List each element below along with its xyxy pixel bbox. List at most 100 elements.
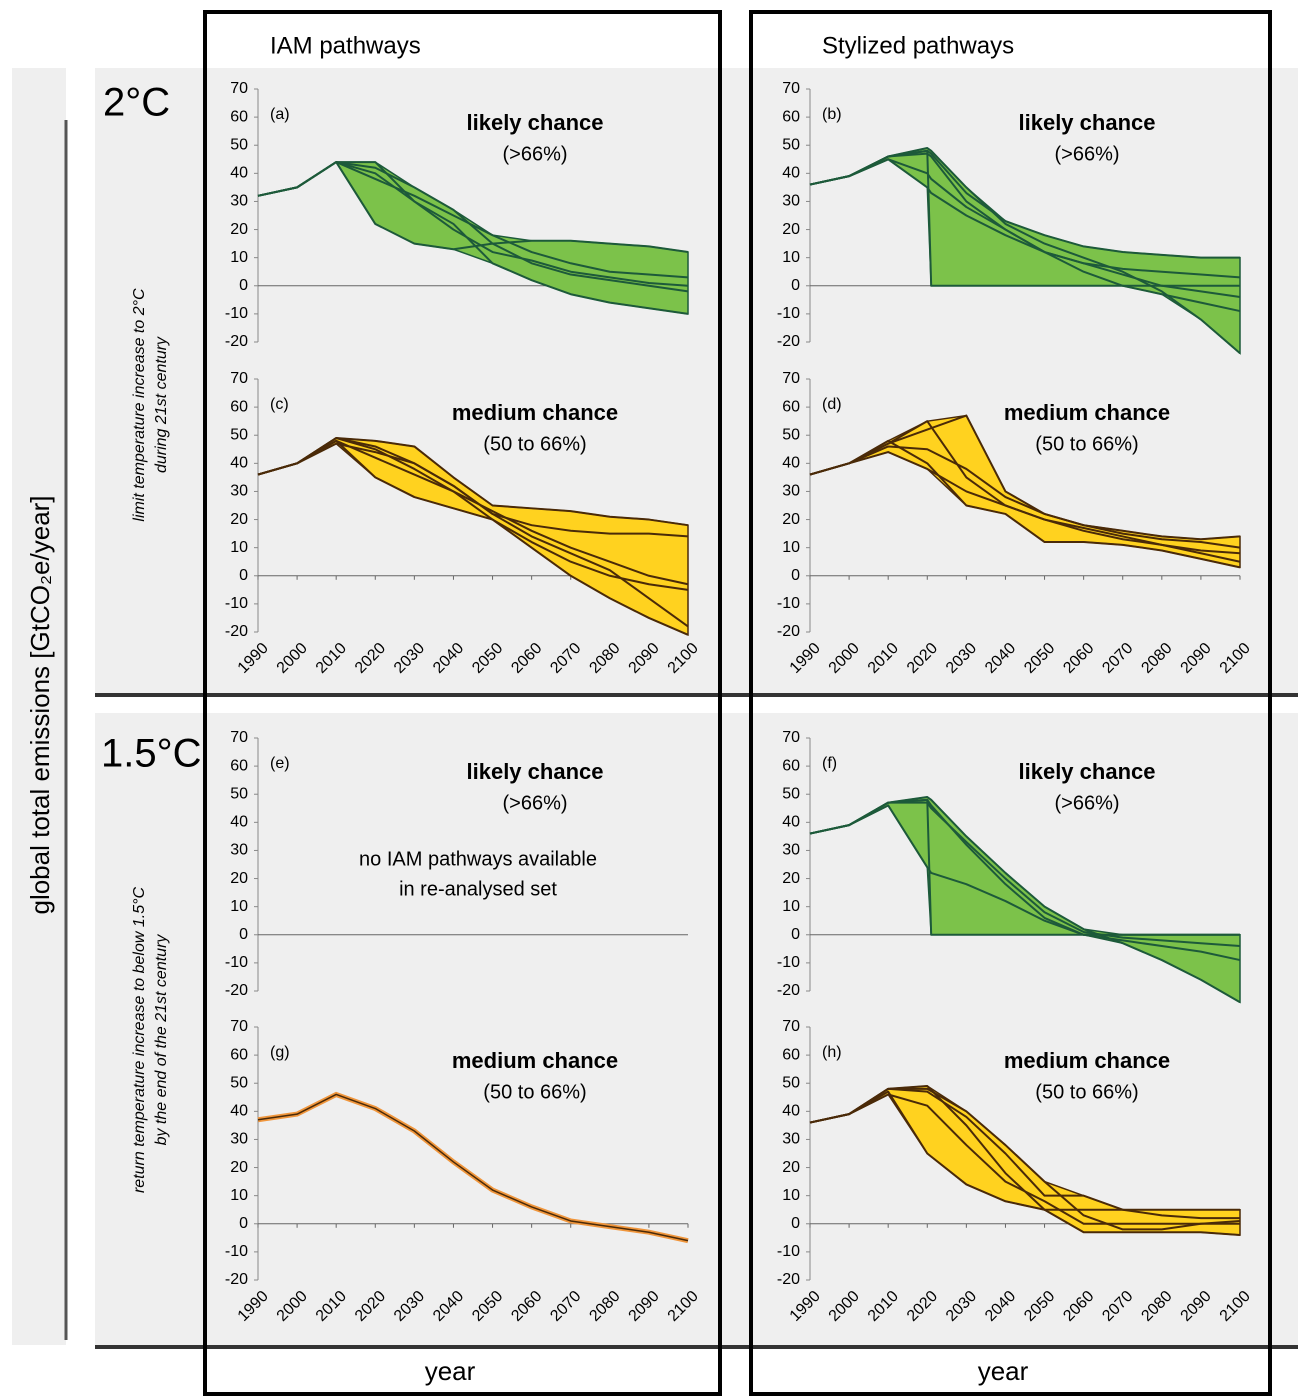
y-tick-label: 40	[782, 165, 800, 182]
y-tick-label: 40	[782, 1103, 800, 1120]
column-header: Stylized pathways	[822, 32, 1014, 59]
row-band	[95, 713, 1298, 1345]
panel-subtitle: (50 to 66%)	[1035, 1081, 1138, 1103]
y-tick-label: 70	[230, 370, 248, 387]
y-tick-label: 20	[230, 1159, 248, 1176]
y-tick-label: 30	[230, 193, 248, 210]
y-tick-label: -20	[777, 982, 800, 999]
y-tick-label: 20	[230, 870, 248, 887]
annotation: no IAM pathways available	[359, 848, 597, 870]
y-tick-label: -20	[225, 333, 248, 350]
y-tick-label: 60	[230, 398, 248, 415]
y-tick-label: -20	[777, 333, 800, 350]
y-tick-label: 40	[230, 165, 248, 182]
row-label: 2°C	[103, 81, 170, 125]
y-tick-label: 70	[230, 1018, 248, 1035]
y-tick-label: -10	[225, 305, 248, 322]
y-tick-label: 30	[230, 842, 248, 859]
y-tick-label: -10	[225, 1243, 248, 1260]
panel-title: medium chance	[452, 1048, 618, 1073]
pathway-line	[809, 801, 1241, 948]
column-box	[203, 10, 722, 1396]
y-tick-label: 0	[239, 277, 248, 294]
y-tick-label: 20	[782, 511, 800, 528]
y-axis-label: global total emissions [GtCO₂e/year]	[25, 495, 55, 914]
y-tick-label: 10	[230, 1187, 248, 1204]
y-tick-label: 30	[230, 483, 248, 500]
row-label: 1.5°C	[101, 732, 202, 776]
y-tick-label: 0	[791, 1215, 800, 1232]
pathway-line	[809, 158, 1241, 299]
y-tick-label: 20	[782, 870, 800, 887]
y-tick-label: 70	[782, 729, 800, 746]
y-tick-label: 20	[782, 1159, 800, 1176]
y-tick-label: 60	[782, 757, 800, 774]
row-description: during 21st century	[153, 336, 170, 473]
y-tick-label: 30	[782, 1131, 800, 1148]
row-description: limit temperature increase to 2°C	[131, 288, 148, 522]
panel-title: likely chance	[1019, 110, 1156, 135]
y-tick-label: 10	[782, 249, 800, 266]
y-tick-label: 10	[782, 539, 800, 556]
y-tick-label: -10	[777, 595, 800, 612]
y-tick-label: 60	[782, 398, 800, 415]
panel-label: (b)	[822, 106, 842, 123]
y-tick-label: 10	[782, 898, 800, 915]
row-description: return temperature increase to below 1.5…	[131, 887, 148, 1194]
y-tick-label: 50	[230, 426, 248, 443]
y-tick-label: 40	[230, 1103, 248, 1120]
panel-subtitle: (50 to 66%)	[483, 433, 586, 455]
pathway-line	[257, 439, 689, 586]
y-tick-label: 60	[230, 757, 248, 774]
y-tick-label: 70	[230, 729, 248, 746]
x-axis-label: year	[425, 1356, 476, 1386]
panel-subtitle: (50 to 66%)	[1035, 433, 1138, 455]
panel-label: (f)	[822, 755, 837, 772]
pathway-line	[809, 1090, 1240, 1211]
y-tick-label: 50	[782, 1074, 800, 1091]
y-tick-label: 50	[782, 426, 800, 443]
y-tick-label: 60	[230, 1046, 248, 1063]
row-description: by the end of the 21st century	[153, 934, 170, 1146]
y-tick-label: 50	[782, 136, 800, 153]
y-tick-label: 70	[782, 80, 800, 97]
y-tick-label: 40	[230, 455, 248, 472]
y-tick-label: 20	[230, 511, 248, 528]
panel-label: (e)	[270, 755, 290, 772]
pathway-line	[809, 451, 1241, 555]
y-tick-label: 10	[230, 898, 248, 915]
pathway-line	[809, 445, 1241, 549]
y-tick-label: -20	[225, 982, 248, 999]
y-tick-label: 30	[782, 842, 800, 859]
left-band	[12, 68, 66, 1345]
y-tick-label: 60	[782, 108, 800, 125]
panel-label: (d)	[822, 396, 842, 413]
y-tick-label: 0	[791, 277, 800, 294]
panel-title: likely chance	[1019, 759, 1156, 784]
y-tick-label: 60	[782, 1046, 800, 1063]
pathway-line	[809, 804, 1240, 936]
panel-label: (g)	[270, 1044, 290, 1061]
y-tick-label: 10	[230, 249, 248, 266]
panel-label: (h)	[822, 1044, 842, 1061]
y-tick-label: 70	[782, 370, 800, 387]
x-axis-label: year	[978, 1356, 1029, 1386]
y-tick-label: 50	[230, 785, 248, 802]
row-band	[95, 68, 1298, 693]
y-tick-label: 40	[230, 814, 248, 831]
y-tick-label: 0	[239, 1215, 248, 1232]
y-tick-label: 10	[230, 539, 248, 556]
pathway-line	[809, 439, 1241, 569]
y-tick-label: 30	[782, 193, 800, 210]
y-tick-label: 40	[782, 455, 800, 472]
pathway-line	[809, 1093, 1240, 1225]
y-tick-label: 50	[230, 1074, 248, 1091]
panel-subtitle: (50 to 66%)	[483, 1081, 586, 1103]
y-tick-label: -20	[225, 1271, 248, 1288]
panel-subtitle: (>66%)	[502, 792, 567, 814]
panel-title: likely chance	[467, 759, 604, 784]
y-tick-label: 50	[782, 785, 800, 802]
y-tick-label: -20	[777, 1271, 800, 1288]
y-tick-label: 40	[782, 814, 800, 831]
